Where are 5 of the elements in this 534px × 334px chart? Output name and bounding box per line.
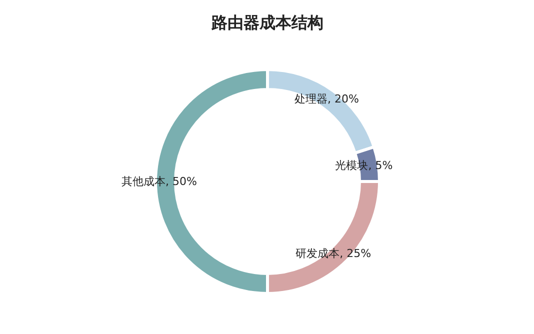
data-label: , 20% — [327, 92, 359, 106]
slice-label: 处理器 — [294, 92, 328, 106]
slice-label: 研发成本 — [296, 247, 340, 260]
chart-title: 路由器成本结构 — [210, 13, 324, 32]
data-label: , 25% — [340, 247, 372, 260]
